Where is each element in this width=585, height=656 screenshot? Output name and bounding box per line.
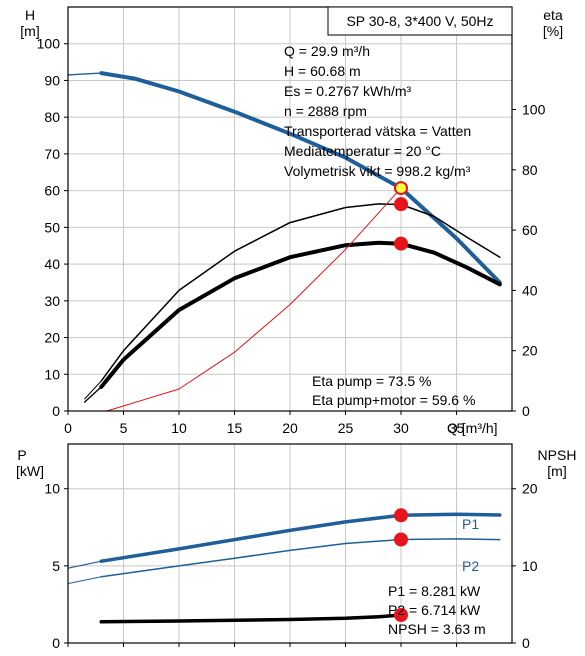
top-left-tick-label: 100 — [37, 36, 61, 52]
info-h: H = 60.68 m — [284, 63, 361, 79]
bottom-left-tick-label: 10 — [44, 481, 60, 497]
top-tick-labels: 0 5 10 15 20 25 30 35 0 10 20 30 40 50 60 70 80 90 100 0 20 4… — [37, 36, 546, 436]
eta-pump-curve-extension — [84, 380, 102, 400]
top-left-tick-label: 10 — [44, 366, 60, 382]
top-x-tick-label: 35 — [449, 420, 465, 436]
top-duty-point-marker — [394, 197, 408, 212]
eta-pump-motor-curve-extension — [84, 386, 102, 403]
top-right-tick-label: 0 — [522, 403, 530, 419]
top-x-tick-label: 20 — [282, 420, 298, 436]
info-npsh: NPSH = 3.63 m — [388, 621, 486, 637]
h-curve — [99, 71, 502, 285]
top-x-tick-label: 5 — [120, 420, 128, 436]
eta-axis-label: eta — [543, 7, 563, 23]
top-left-tick-label: 20 — [44, 330, 60, 346]
bottom-right-tick-label: 20 — [522, 481, 538, 497]
top-x-tick-label: 15 — [227, 420, 243, 436]
eta-pump-motor-curve — [99, 240, 502, 389]
p2-series-label: P2 — [462, 558, 479, 574]
h-axis-unit: [m] — [20, 23, 39, 39]
top-left-tick-label: 0 — [52, 403, 60, 419]
p-axis-label: P — [17, 447, 26, 463]
top-duty-point-marker — [394, 181, 408, 196]
top-series — [67, 71, 502, 412]
top-left-tick-label: 30 — [44, 293, 60, 309]
model-box — [327, 6, 513, 36]
top-right-tick-label: 40 — [522, 282, 538, 298]
top-left-tick-label: 70 — [44, 146, 60, 162]
operating-point-info: Q = 29.9 m³/h H = 60.68 m Es = 0.2767 kW… — [284, 43, 471, 179]
p1-curve-extension — [67, 560, 102, 569]
bottom-right-tick-label: 0 — [522, 635, 530, 651]
top-left-tick-label: 80 — [44, 109, 60, 125]
info-density: Volymetrisk vikt = 998.2 kg/m³ — [284, 163, 471, 179]
bottom-left-tick-label: 5 — [52, 558, 60, 574]
top-left-tick-label: 60 — [44, 183, 60, 199]
top-left-tick-label: 90 — [44, 72, 60, 88]
p2-curve-extension — [67, 576, 102, 585]
npsh-axis-label: NPSH — [538, 447, 577, 463]
bottom-tick-labels: 0 5 10 0 10 20 — [44, 481, 537, 651]
top-x-tick-label: 10 — [171, 420, 187, 436]
eta-axis-unit: [%] — [543, 23, 563, 39]
top-right-tick-label: 80 — [522, 162, 538, 178]
model-title: SP 30-8, 3*400 V, 50Hz — [346, 13, 493, 29]
h-curve-extension — [67, 72, 102, 76]
p2-curve — [100, 538, 501, 578]
info-es: Es = 0.2767 kWh/m³ — [284, 83, 412, 99]
bottom-duty-point-marker — [394, 508, 408, 523]
npsh-curve — [99, 613, 403, 624]
bottom-right-tick-label: 10 — [522, 558, 538, 574]
info-n: n = 2888 rpm — [284, 103, 367, 119]
info-p2: P2 = 6.714 kW — [388, 602, 481, 618]
bottom-series — [67, 508, 502, 624]
top-x-tick-label: 25 — [338, 420, 354, 436]
top-right-tick-label: 100 — [522, 102, 546, 118]
eta-pump-curve — [100, 203, 501, 382]
top-left-tick-label: 40 — [44, 256, 60, 272]
system-curve-curve — [106, 187, 402, 412]
info-q: Q = 29.9 m³/h — [284, 43, 370, 59]
p1-series-label: P1 — [462, 516, 479, 532]
npsh-axis-unit: [m] — [547, 463, 566, 479]
info-p1: P1 = 8.281 kW — [388, 583, 481, 599]
bottom-left-tick-label: 0 — [52, 635, 60, 651]
info-eta-pump: Eta pump = 73.5 % — [312, 373, 431, 389]
top-right-tick-label: 20 — [522, 343, 538, 359]
h-axis-label: H — [25, 7, 35, 23]
top-x-tick-label: 0 — [64, 420, 72, 436]
p1-curve — [99, 512, 502, 563]
info-eta-pump-motor: Eta pump+motor = 59.6 % — [312, 392, 475, 408]
bottom-duty-point-marker — [394, 608, 408, 623]
top-x-tick-label: 30 — [393, 420, 409, 436]
top-left-tick-label: 50 — [44, 219, 60, 235]
q-axis-label: Q [m³/h] — [447, 420, 498, 436]
info-liquid: Transporterad vätska = Vatten — [284, 123, 471, 139]
bottom-duty-point-marker — [394, 532, 408, 547]
top-duty-point-marker — [394, 236, 408, 251]
p-axis-unit: [kW] — [16, 463, 44, 479]
info-temperature: Mediatemperatur = 20 °C — [284, 143, 441, 159]
top-right-tick-label: 60 — [522, 222, 538, 238]
